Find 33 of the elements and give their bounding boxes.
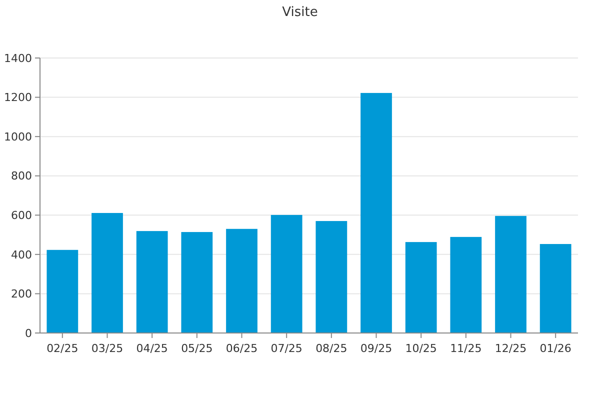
x-tick-label: 06/25 — [226, 342, 258, 355]
x-tick-label: 01/26 — [540, 342, 572, 355]
x-tick-label: 10/25 — [405, 342, 437, 355]
y-tick-label: 1400 — [4, 52, 32, 65]
x-tick-label: 12/25 — [494, 342, 527, 355]
bar — [360, 92, 392, 333]
x-tick-label: 11/25 — [450, 342, 482, 355]
y-tick-label: 400 — [11, 248, 32, 262]
bar — [405, 242, 437, 333]
bar — [495, 216, 526, 333]
bar — [92, 212, 123, 333]
y-tick-label: 600 — [11, 208, 32, 222]
bar — [136, 231, 168, 333]
x-tick-label: 02/25 — [46, 342, 78, 355]
y-tick-label: 800 — [11, 170, 32, 183]
bar — [270, 214, 302, 333]
x-tick-label: 04/25 — [136, 342, 168, 355]
x-tick-label: 03/25 — [91, 342, 124, 355]
chart-title: Visite — [282, 5, 318, 20]
bar — [181, 232, 213, 333]
bar — [226, 228, 258, 333]
x-tick-label: 09/25 — [360, 342, 392, 355]
x-tick-label: 05/25 — [181, 342, 213, 355]
bar — [46, 250, 78, 333]
bar — [316, 221, 348, 333]
x-tick-label: 08/25 — [316, 342, 348, 355]
y-tick-label: 0 — [25, 326, 32, 340]
y-tick-label: 1200 — [4, 91, 32, 104]
x-tick-label: 07/25 — [270, 342, 302, 355]
y-tick-label: 200 — [11, 288, 32, 301]
bar — [450, 236, 482, 333]
bar — [540, 244, 572, 333]
y-tick-label: 1000 — [4, 130, 32, 144]
